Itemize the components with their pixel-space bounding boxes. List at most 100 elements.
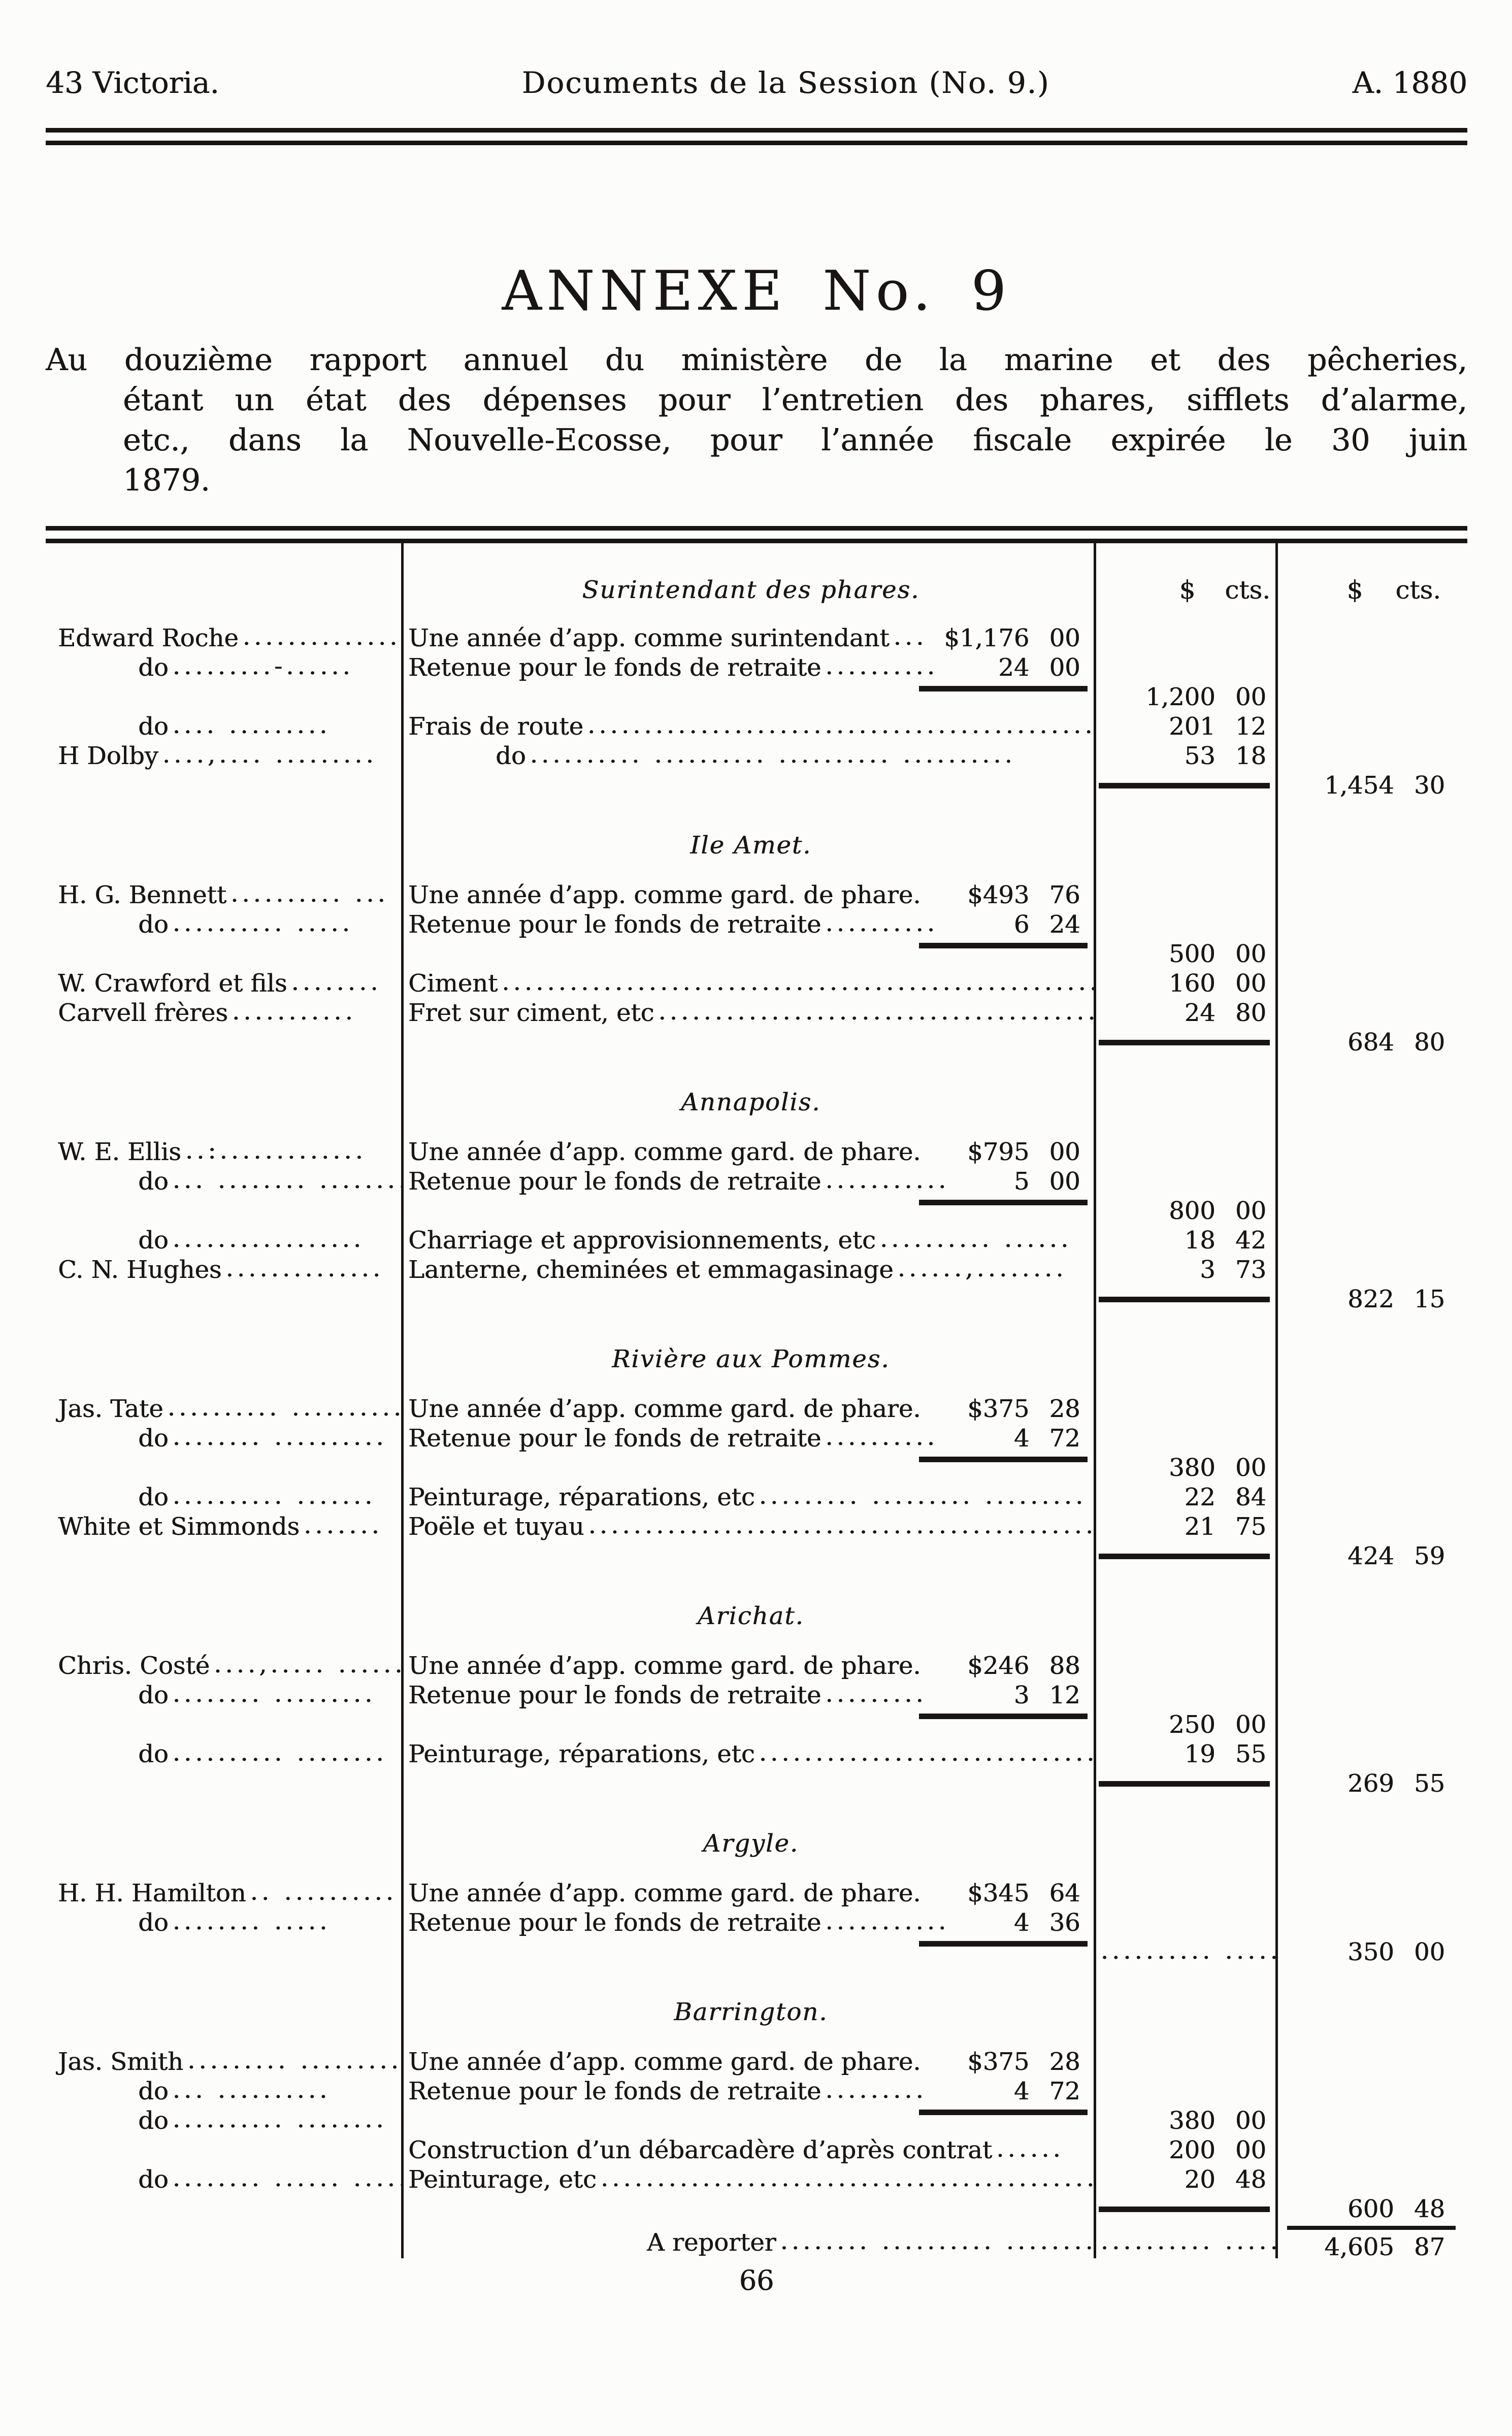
payee-name: Jas. Tate: [58, 1395, 163, 1423]
amount-cell-total: [1275, 682, 1467, 712]
section-heading-row: Annapolis.: [46, 1088, 1467, 1117]
name-cell: [46, 1285, 401, 1314]
inline-amount: $1,176 00: [944, 624, 1080, 652]
amount-cell-subtotal: .......... ..........: [1094, 2224, 1275, 2261]
amount-cell-total: [1275, 1710, 1467, 1739]
amount-cell-total: [1275, 1879, 1467, 1908]
total-amount: 424 59: [1347, 1542, 1445, 1570]
intro-line: etc., dans la Nouvelle-Ecosse, pour l’an…: [123, 422, 1467, 458]
expense-description: Retenue pour le fonds de retraite: [408, 1167, 821, 1196]
expense-description: Charriage et approvisionnements, etc: [408, 1226, 876, 1255]
name-cell: do.......... ........: [46, 2106, 401, 2135]
total-amount: 822 15: [1347, 1285, 1445, 1313]
dot-leader: .......... ..........: [167, 1394, 401, 1422]
dot-leader: ......,........: [897, 1255, 1067, 1282]
amount-cell-subtotal: [1094, 1424, 1275, 1453]
name-cell: [46, 1344, 401, 1374]
column-rule-1: [401, 543, 404, 2258]
table-row: White et Simmonds....... Poële et tuyau..…: [46, 1512, 1467, 1541]
amount-cell-total: 424 59: [1275, 1541, 1467, 1571]
description-cell: A reporter........ .......... ..........: [401, 2224, 1094, 2261]
expense-description: Une année d’app. comme gard. de phare.: [408, 1395, 921, 1423]
name-cell: do .........-......: [46, 653, 401, 682]
sum-rule: [918, 1200, 1088, 1205]
description-cell: [401, 2194, 1094, 2224]
table-row: H Dolby....,.... ......... do.......... .…: [46, 741, 1467, 771]
sum-rule: [918, 1457, 1088, 1462]
section-heading: Barrington.: [674, 1998, 828, 2026]
description-cell: [401, 1710, 1094, 1739]
description-cell: [401, 682, 1094, 712]
description-cell: Construction d’un débarcadère d’après co…: [401, 2135, 1094, 2165]
description-cell: [401, 1937, 1094, 1967]
ditto-mark: do: [138, 1167, 169, 1196]
name-cell: do.... .........: [46, 712, 401, 741]
dot-leader: .......... ..........: [1100, 2227, 1275, 2255]
payee-name: H Dolby: [58, 742, 158, 770]
intro-paragraph: Au douzième rapport annuel du ministère …: [46, 340, 1467, 501]
total-amount: 4,605 87: [1324, 2233, 1445, 2261]
dot-leader: [921, 1150, 967, 1154]
dot-leader: ................: [242, 623, 401, 651]
name-cell: H. H. Hamilton.. ..........: [46, 1879, 401, 1908]
name-cell: do........ ..........: [46, 1424, 401, 1453]
column-rule-3: [1275, 543, 1278, 2258]
dot-leader: [408, 2119, 1094, 2122]
table-row: 800 00: [46, 1196, 1467, 1226]
amount-cell-total: 600 48: [1275, 2194, 1467, 2224]
amount-cell-total: [1275, 2047, 1467, 2077]
table-row: Construction d’un débarcadère d’après co…: [46, 2135, 1467, 2165]
total-amount: 684 80: [1347, 1028, 1445, 1057]
payee-name: White et Simmonds: [58, 1512, 300, 1541]
subtotal-amount: 24 80: [1184, 999, 1266, 1027]
dot-leader: .... .........: [172, 712, 331, 739]
dot-leader: .........-......: [172, 653, 354, 680]
amount-cell-subtotal: 20 48: [1094, 2165, 1275, 2194]
amount-cell-subtotal: [1094, 1541, 1275, 1571]
amount-cell-subtotal: [1094, 2047, 1275, 2077]
dot-leader: ........ .......... ..........: [780, 2227, 1094, 2255]
name-cell: White et Simmonds.......: [46, 1512, 401, 1541]
sum-rule: [1099, 1781, 1270, 1787]
section-heading: Rivière aux Pommes.: [612, 1345, 890, 1373]
table-row: do.......... ....... Peinturage, réparati…: [46, 1483, 1467, 1512]
amount-cell-subtotal: [1094, 1651, 1275, 1681]
table-row: A reporter........ .......... ..........…: [46, 2224, 1467, 2261]
amount-cell-total: [1275, 880, 1467, 910]
description-cell: [401, 1769, 1094, 1798]
name-cell: [46, 2135, 401, 2165]
page-title: ANNEXE No. 9: [502, 259, 1011, 323]
table-row: C. N. Hughes.............. Lanterne, chem…: [46, 1255, 1467, 1285]
table-row: 600 48: [46, 2194, 1467, 2224]
name-cell: [46, 1601, 401, 1631]
amount-cell-subtotal: 22 84: [1094, 1483, 1275, 1512]
amount-cell-subtotal: [1094, 653, 1275, 682]
amount-cell-subtotal: .......... ........ .: [1094, 1937, 1275, 1967]
amount-cell-subtotal: [1094, 1879, 1275, 1908]
description-cell: Retenue pour le fonds de retraite.......…: [401, 653, 1094, 682]
name-cell: [46, 1710, 401, 1739]
dot-leader: .......... .....: [172, 910, 353, 937]
amount-cell-subtotal: 200 00: [1094, 2135, 1275, 2165]
amount-cell-subtotal: [1094, 1344, 1275, 1374]
name-cell: do.......... .....: [46, 910, 401, 939]
ditto-mark: do: [138, 1226, 169, 1255]
subtotal-amount: 380 00: [1169, 2106, 1266, 2135]
amount-cell-subtotal: 201 12: [1094, 712, 1275, 741]
inline-amount: 6 24: [1013, 910, 1080, 939]
amount-cell-total: [1275, 1255, 1467, 1285]
section-heading-row: Argyle.: [46, 1829, 1467, 1858]
dot-leader: ........................................…: [587, 712, 1094, 739]
expense-description: Retenue pour le fonds de retraite: [408, 2077, 821, 2105]
expense-description: Une année d’app. comme gard. de phare.: [408, 881, 921, 909]
dot-leader: ......: [996, 2135, 1064, 2163]
expense-description: Peinturage, réparations, etc: [408, 1483, 755, 1511]
table-row: 269 55: [46, 1769, 1467, 1798]
inline-amount: 24 00: [998, 653, 1080, 682]
description-cell: Retenue pour le fonds de retraite.......…: [401, 910, 1094, 939]
ditto-mark: do: [138, 653, 169, 682]
dot-leader: [408, 1723, 1094, 1726]
description-cell: Retenue pour le fonds de retraite.......…: [401, 2077, 1094, 2106]
dot-leader: [921, 1664, 967, 1667]
description-cell: [401, 939, 1094, 969]
